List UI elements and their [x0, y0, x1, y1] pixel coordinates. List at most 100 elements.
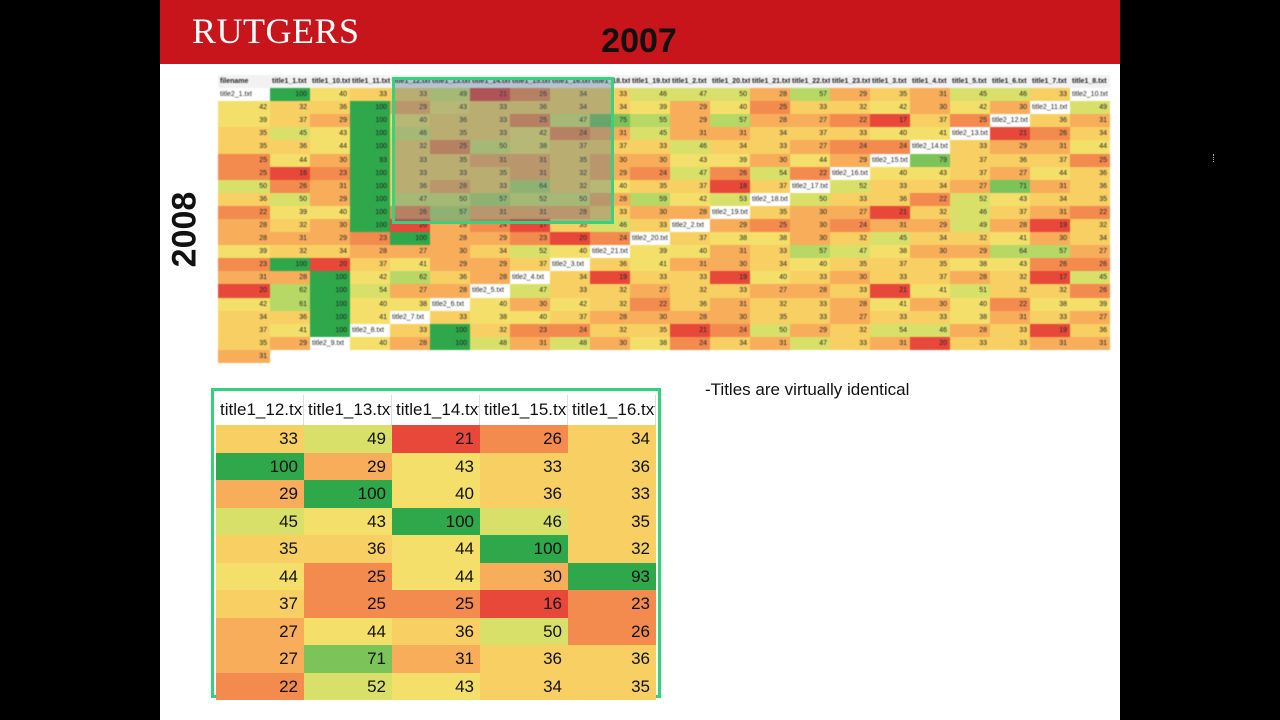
matrix-cell: 34	[1030, 192, 1070, 206]
matrix-cell: 36	[218, 192, 270, 206]
matrix-cell: 32	[830, 101, 870, 115]
matrix-cell: 75	[590, 114, 630, 128]
matrix-cell: 28	[350, 245, 390, 259]
matrix-cell: 40	[550, 245, 590, 259]
matrix-cell: 41	[270, 323, 310, 337]
matrix-cell: 41	[350, 310, 390, 324]
zoom-cell: 35	[568, 672, 656, 700]
matrix-cell: 27	[390, 284, 430, 298]
matrix-cell: 38	[750, 232, 790, 246]
matrix-cell: 27	[1070, 310, 1110, 324]
matrix-cell: 47	[790, 336, 830, 350]
matrix-cell: 31	[510, 336, 550, 350]
matrix-cell: 38	[390, 297, 430, 311]
matrix-cell: 51	[950, 284, 990, 298]
matrix-cell: 36	[990, 153, 1030, 167]
matrix-cell: 100	[350, 114, 390, 128]
matrix-cell: 28	[590, 192, 630, 206]
matrix-cell: 33	[990, 323, 1030, 337]
matrix-cell: 100	[350, 140, 390, 154]
matrix-cell: 39	[270, 205, 310, 219]
zoom-cell: 32	[568, 535, 656, 563]
matrix-cell: 36	[510, 101, 550, 115]
matrix-cell: 29	[470, 232, 510, 246]
matrix-cell: 31	[870, 218, 910, 233]
matrix-cell: 35	[218, 336, 270, 350]
matrix-header-cell: filename	[218, 75, 270, 89]
zoom-cell: 34	[480, 672, 568, 700]
matrix-cell: 37	[590, 140, 630, 154]
matrix-cell: 38	[470, 310, 510, 324]
matrix-cell: 30	[590, 336, 630, 350]
matrix-cell: 22	[990, 297, 1030, 311]
matrix-cell: 21	[670, 323, 710, 337]
matrix-cell: 20	[390, 218, 430, 233]
matrix-cell: 52	[510, 245, 550, 259]
matrix-cell: 39	[218, 114, 270, 128]
matrix-row-label: title2_9.txt	[310, 336, 350, 350]
matrix-cell: 50	[750, 323, 790, 337]
zoom-cell: 100	[304, 480, 392, 508]
matrix-cell: 28	[670, 205, 710, 219]
matrix-cell: 61	[270, 297, 310, 311]
matrix-cell: 29	[310, 192, 350, 206]
matrix-cell: 37	[670, 179, 710, 193]
matrix-cell: 33	[870, 179, 910, 193]
zoom-cell: 30	[480, 562, 568, 590]
matrix-cell: 30	[590, 153, 630, 167]
matrix-cell: 35	[910, 258, 950, 272]
matrix-cell: 31	[710, 127, 750, 141]
zoom-cell: 100	[216, 452, 304, 480]
matrix-cell: 36	[430, 271, 470, 285]
matrix-cell: 20	[550, 232, 590, 246]
matrix-cell: 31	[510, 153, 550, 167]
matrix-cell: 31	[710, 297, 750, 311]
matrix-cell: 50	[218, 179, 270, 193]
matrix-cell: 33	[350, 88, 390, 102]
matrix-row-label: title2_1.txt	[218, 88, 270, 102]
matrix-cell: 43	[670, 153, 710, 167]
matrix-cell: 49	[1070, 101, 1110, 115]
matrix-cell: 100	[430, 336, 470, 350]
zoom-cell: 36	[568, 645, 656, 673]
matrix-cell: 31	[1070, 336, 1110, 350]
matrix-cell: 29	[270, 336, 310, 350]
matrix-cell: 24	[830, 218, 870, 233]
matrix-cell: 29	[990, 140, 1030, 154]
matrix-cell: 25	[510, 114, 550, 128]
matrix-header-cell: title1_7.txt	[1030, 75, 1070, 89]
zoom-cell: 27	[216, 645, 304, 673]
matrix-cell: 36	[270, 310, 310, 324]
matrix-cell: 36	[1070, 323, 1110, 337]
matrix-cell: 46	[390, 127, 430, 141]
matrix-cell: 50	[270, 192, 310, 206]
matrix-cell: 40	[510, 310, 550, 324]
matrix-cell: 35	[630, 179, 670, 193]
matrix-cell: 100	[270, 88, 310, 102]
zoomed-table: title1_12.txt title1_13.txt title1_14.txt t…	[211, 388, 661, 700]
matrix-cell: 32	[550, 166, 590, 180]
matrix-cell: 30	[630, 310, 670, 324]
matrix-cell: 31	[670, 127, 710, 141]
matrix-cell: 29	[310, 232, 350, 246]
matrix-cell: 44	[270, 153, 310, 167]
matrix-cell: 32	[670, 284, 710, 298]
matrix-cell: 27	[950, 179, 990, 193]
matrix-cell: 39	[630, 245, 670, 259]
matrix-cell: 37	[550, 310, 590, 324]
matrix-cell: 33	[870, 271, 910, 285]
matrix-cell: 42	[870, 101, 910, 115]
matrix-cell: 53	[710, 192, 750, 206]
matrix-header-cell: title1_10.txt	[310, 75, 350, 89]
matrix-cell: 57	[470, 192, 510, 206]
matrix-cell: 34	[750, 127, 790, 141]
matrix-cell: 50	[550, 192, 590, 206]
matrix-cell: 25	[750, 218, 790, 233]
matrix-cell: 30	[630, 153, 670, 167]
matrix-cell: 35	[1070, 192, 1110, 206]
matrix-cell: 31	[670, 258, 710, 272]
matrix-cell: 33	[870, 310, 910, 324]
matrix-cell: 50	[470, 140, 510, 154]
matrix-row-label: title2_18.txt	[750, 192, 790, 206]
matrix-cell: 59	[630, 192, 670, 206]
